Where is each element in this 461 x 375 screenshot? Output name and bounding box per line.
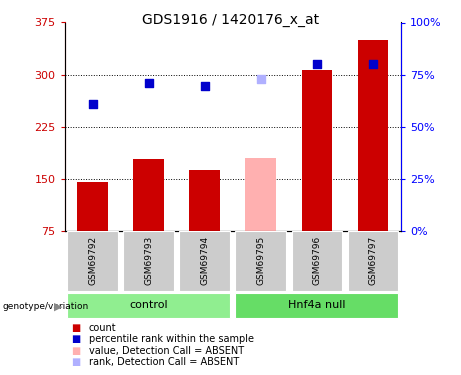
Text: GSM69793: GSM69793 (144, 236, 153, 285)
Text: GSM69792: GSM69792 (88, 236, 97, 285)
Text: control: control (130, 300, 168, 310)
Text: ■: ■ (71, 323, 81, 333)
Bar (179, 231, 230, 291)
Text: ■: ■ (71, 357, 81, 367)
Bar (301, 70, 332, 231)
Bar (189, 170, 220, 231)
Bar (133, 159, 164, 231)
Point (89, 100, 96, 106)
Point (369, 61, 377, 67)
Bar (124, 231, 174, 291)
Text: percentile rank within the sample: percentile rank within the sample (89, 334, 254, 344)
Point (201, 82, 208, 88)
Bar (358, 40, 389, 231)
Point (313, 61, 321, 67)
Text: GSM69797: GSM69797 (368, 236, 378, 285)
Point (257, 76, 265, 82)
Bar (236, 231, 286, 291)
Bar (236, 293, 398, 318)
Bar (292, 231, 342, 291)
Bar (67, 293, 230, 318)
Text: Hnf4a null: Hnf4a null (288, 300, 346, 310)
Bar (348, 231, 398, 291)
Text: value, Detection Call = ABSENT: value, Detection Call = ABSENT (89, 346, 244, 355)
Text: GDS1916 / 1420176_x_at: GDS1916 / 1420176_x_at (142, 13, 319, 27)
Text: ▶: ▶ (54, 302, 63, 311)
Text: genotype/variation: genotype/variation (2, 302, 89, 311)
Point (145, 80, 152, 86)
Bar (67, 231, 118, 291)
Text: GSM69795: GSM69795 (256, 236, 266, 285)
Text: rank, Detection Call = ABSENT: rank, Detection Call = ABSENT (89, 357, 239, 367)
Text: ■: ■ (71, 334, 81, 344)
Text: GSM69796: GSM69796 (313, 236, 321, 285)
Text: count: count (89, 323, 117, 333)
Text: ■: ■ (71, 346, 81, 355)
Bar (77, 182, 108, 231)
Text: GSM69794: GSM69794 (200, 236, 209, 285)
Bar (245, 158, 276, 231)
